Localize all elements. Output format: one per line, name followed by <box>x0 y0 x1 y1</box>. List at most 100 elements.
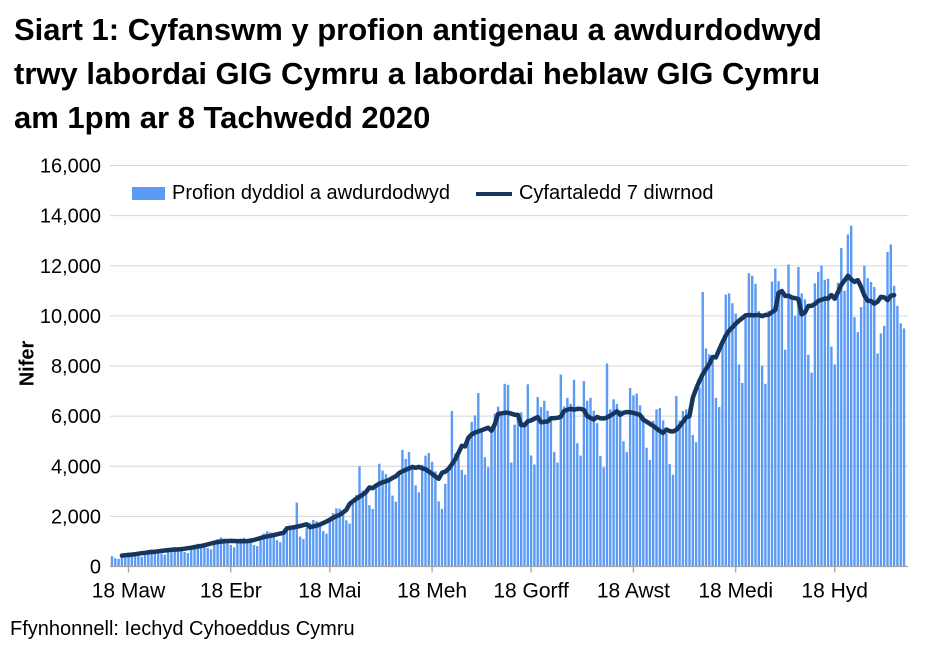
bar <box>150 549 153 567</box>
bar <box>110 556 114 567</box>
bar <box>160 553 163 567</box>
bar <box>331 513 335 567</box>
bar <box>355 494 358 567</box>
x-tick-label: 18 Ebr <box>200 580 262 603</box>
bar <box>345 520 348 567</box>
bar <box>510 462 513 567</box>
line-series-swatch <box>475 191 512 196</box>
bar <box>216 539 219 567</box>
bar <box>698 387 701 567</box>
bar <box>645 447 648 567</box>
bar <box>256 546 259 567</box>
bar <box>358 466 361 567</box>
bar <box>496 406 500 567</box>
chart-title-line-3: am 1pm ar 8 Tachwedd 2020 <box>14 100 431 135</box>
bar <box>223 538 226 567</box>
bar <box>757 311 760 567</box>
bar <box>859 307 863 567</box>
bar <box>153 550 157 567</box>
bar <box>404 458 407 567</box>
bar <box>232 547 236 567</box>
bar <box>467 437 470 567</box>
bar <box>595 423 599 567</box>
bar <box>229 544 232 567</box>
y-tick-label: 16,000 <box>40 156 101 178</box>
bar <box>312 520 315 567</box>
bar <box>873 287 876 567</box>
bar <box>876 353 879 567</box>
bar <box>711 360 714 567</box>
bar <box>691 434 694 567</box>
bar <box>747 273 751 567</box>
bar <box>853 317 856 567</box>
bar <box>470 421 473 567</box>
bar <box>592 410 595 567</box>
x-tick-label: 18 Mai <box>298 580 361 603</box>
bar <box>599 455 602 567</box>
bar <box>483 457 487 567</box>
bar <box>721 338 724 567</box>
bar <box>394 501 397 567</box>
chart-title: Siart 1: Cyfanswm y profion antigenau a … <box>14 8 922 140</box>
bar <box>401 449 404 567</box>
bar <box>322 531 325 567</box>
bar <box>741 382 744 567</box>
bar <box>883 325 886 567</box>
bar <box>665 433 668 567</box>
bar <box>463 474 467 567</box>
bar <box>635 393 638 567</box>
bar <box>520 412 523 567</box>
y-tick-label: 10,000 <box>40 306 101 328</box>
bar <box>724 294 727 567</box>
bar <box>727 293 731 567</box>
bar <box>315 521 318 567</box>
bar <box>823 279 826 567</box>
bar <box>549 420 553 567</box>
bar <box>133 553 137 567</box>
bar <box>444 483 447 567</box>
bar <box>576 443 579 567</box>
y-tick-label: 0 <box>90 557 101 579</box>
bar <box>734 313 737 567</box>
bar <box>140 556 143 567</box>
bar <box>239 538 242 567</box>
y-tick-label: 6,000 <box>51 406 101 428</box>
bar <box>619 410 622 567</box>
bar <box>371 508 374 567</box>
bar <box>424 455 427 567</box>
bar <box>335 508 338 567</box>
bar <box>553 451 556 567</box>
bar <box>642 415 645 567</box>
bar <box>625 451 628 567</box>
bar <box>701 292 704 567</box>
y-tick-label: 2,000 <box>51 506 101 528</box>
bar <box>638 405 642 567</box>
seven-day-average-line <box>119 273 897 558</box>
bar <box>579 455 582 567</box>
bar <box>176 547 180 567</box>
bar <box>117 558 120 567</box>
bar <box>325 533 328 567</box>
bar <box>173 546 176 567</box>
bar <box>147 550 150 567</box>
bar <box>206 548 209 567</box>
bar <box>774 268 777 567</box>
bar <box>457 451 460 567</box>
bar <box>440 508 444 567</box>
bar <box>378 463 381 567</box>
bar <box>190 547 193 567</box>
y-tick-label: 8,000 <box>51 356 101 378</box>
bar <box>246 539 249 567</box>
bar <box>262 533 265 567</box>
bar <box>318 522 322 567</box>
bar <box>889 244 892 567</box>
bar <box>886 251 889 567</box>
bar <box>562 406 566 567</box>
bar <box>582 381 586 567</box>
bar <box>180 548 183 567</box>
bar <box>454 453 457 567</box>
bar <box>338 508 341 567</box>
bar <box>473 415 477 567</box>
bar <box>236 540 239 567</box>
bar <box>374 485 378 567</box>
